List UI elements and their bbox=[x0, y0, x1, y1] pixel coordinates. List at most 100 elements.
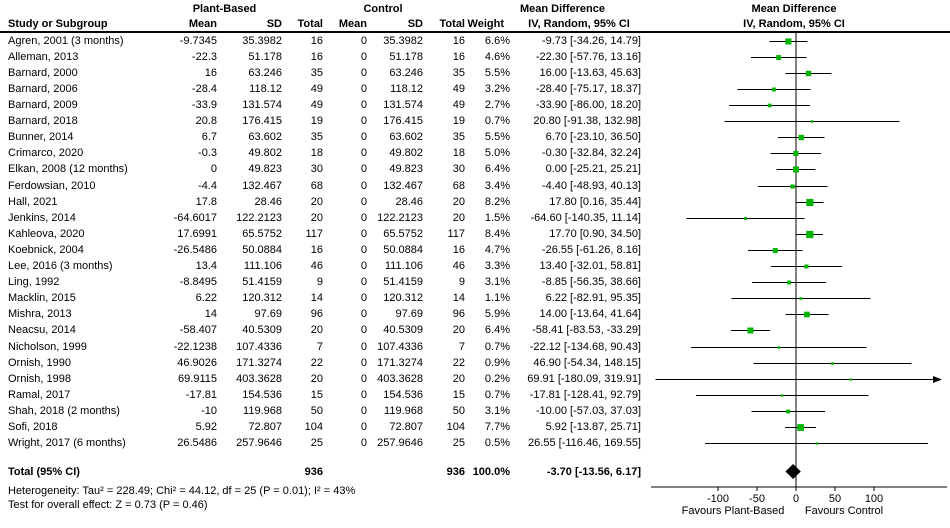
study-sd-e: 63.246 bbox=[248, 66, 282, 79]
study-row: Nicholson, 1999 -22.1238 107.4336 7 0 107.433… bbox=[0, 339, 648, 355]
study-ci-text: -8.85 [-56.35, 38.66] bbox=[541, 276, 641, 289]
overall-effect-test: Test for overall effect: Z = 0.73 (P = 0… bbox=[8, 499, 208, 511]
study-ci-text: -9.73 [-34.26, 14.79] bbox=[541, 34, 641, 47]
study-n-e: 22 bbox=[310, 356, 323, 369]
study-sd-e: 40.5309 bbox=[242, 324, 282, 337]
axis-tick-label: -100 bbox=[707, 493, 729, 505]
study-weight: 6.6% bbox=[484, 34, 510, 47]
study-row: Wright, 2017 (6 months) 26.5486 257.9646 25… bbox=[0, 435, 648, 451]
study-sd-e: 111.106 bbox=[243, 260, 282, 272]
forest-plot-panel: Mean Difference IV, Random, 95% CI -100-… bbox=[651, 3, 947, 517]
study-n-e: 35 bbox=[310, 131, 323, 144]
study-weight: 3.1% bbox=[484, 276, 510, 289]
header-weight: Weight bbox=[467, 18, 504, 30]
effect-marker bbox=[787, 280, 792, 285]
study-n-e: 20 bbox=[310, 324, 323, 337]
effect-marker bbox=[831, 362, 834, 365]
study-ci-text: 13.40 [-32.01, 58.81] bbox=[539, 260, 641, 272]
study-label: Lee, 2016 (3 months) bbox=[8, 260, 113, 272]
study-n-e: 46 bbox=[310, 260, 323, 272]
study-row: Barnard, 2018 20.8 176.415 19 0 176.415 19 0.7%… bbox=[0, 113, 648, 129]
effect-marker bbox=[793, 166, 799, 173]
study-label: Ramal, 2017 bbox=[8, 388, 71, 401]
header-study-or-subgroup: Study or Subgroup bbox=[8, 18, 108, 30]
study-mean-e: -17.81 bbox=[185, 388, 217, 401]
study-label: Macklin, 2015 bbox=[8, 292, 76, 305]
header-sd-plant-based: SD bbox=[266, 18, 282, 30]
study-weight: 6.4% bbox=[484, 163, 510, 176]
study-mean-c: 0 bbox=[360, 115, 367, 128]
study-sd-c: 131.574 bbox=[383, 99, 423, 111]
study-mean-e: 16 bbox=[204, 66, 217, 79]
study-n-e: 30 bbox=[310, 163, 323, 176]
study-sd-c: 49.802 bbox=[389, 147, 423, 160]
study-sd-c: 51.4159 bbox=[383, 276, 423, 289]
study-weight: 1.1% bbox=[484, 292, 510, 305]
group-header-mean-difference: Mean Difference bbox=[520, 3, 605, 15]
effect-marker bbox=[777, 346, 780, 349]
study-sd-c: 35.3982 bbox=[383, 34, 423, 47]
study-weight: 7.7% bbox=[484, 421, 510, 433]
study-ci-text: -17.81 [-128.41, 92.79] bbox=[529, 388, 641, 401]
study-mean-e: 17.6991 bbox=[177, 227, 217, 240]
study-weight: 3.2% bbox=[484, 82, 510, 95]
study-sd-c: 120.312 bbox=[383, 292, 423, 305]
study-sd-c: 50.0884 bbox=[383, 243, 423, 256]
study-label: Shah, 2018 (2 months) bbox=[8, 404, 120, 417]
study-weight: 4.6% bbox=[484, 50, 510, 63]
study-row: Elkan, 2008 (12 months) 0 49.823 30 0 49.823 3… bbox=[0, 161, 648, 177]
study-n-c: 19 bbox=[452, 115, 465, 128]
study-n-c: 35 bbox=[452, 66, 465, 79]
study-mean-e: 46.9026 bbox=[177, 356, 217, 369]
study-mean-c: 0 bbox=[360, 50, 367, 63]
study-n-c: 96 bbox=[452, 308, 465, 321]
study-sd-e: 131.574 bbox=[242, 99, 282, 111]
effect-marker bbox=[793, 150, 799, 157]
study-n-e: 18 bbox=[310, 147, 323, 160]
study-mean-c: 0 bbox=[360, 421, 367, 433]
study-sd-e: 35.3982 bbox=[242, 34, 282, 47]
study-row: Barnard, 2000 16 63.246 35 0 63.246 35 5.5% 16.0… bbox=[0, 65, 648, 81]
study-row: Crimarco, 2020 -0.3 49.802 18 0 49.802 18 5.0% -… bbox=[0, 145, 648, 161]
study-sd-e: 118.12 bbox=[249, 82, 282, 95]
study-sd-e: 49.802 bbox=[248, 147, 282, 160]
study-weight: 2.7% bbox=[484, 99, 510, 111]
study-n-c: 25 bbox=[452, 437, 465, 450]
study-mean-c: 0 bbox=[360, 340, 367, 353]
study-ci-text: 16.00 [-13.63, 45.63] bbox=[539, 66, 641, 79]
study-mean-c: 0 bbox=[360, 276, 367, 289]
ci-right-arrow bbox=[933, 376, 942, 383]
study-ci-text: 6.70 [-23.10, 36.50] bbox=[545, 131, 641, 144]
study-row: Koebnick, 2004 -26.5486 50.0884 16 0 50.0884 1… bbox=[0, 242, 648, 258]
study-row: Barnard, 2006 -28.4 118.12 49 0 118.12 49 3.2% -… bbox=[0, 81, 648, 97]
study-ci-text: -28.40 [-75.17, 18.37] bbox=[535, 82, 641, 95]
study-sd-c: 49.823 bbox=[389, 163, 423, 176]
study-n-c: 9 bbox=[458, 276, 465, 289]
study-mean-c: 0 bbox=[360, 131, 367, 144]
study-mean-c: 0 bbox=[360, 227, 367, 240]
study-weight: 0.9% bbox=[484, 356, 510, 369]
header-total-control: Total bbox=[439, 18, 465, 30]
study-mean-c: 0 bbox=[360, 99, 367, 111]
study-sd-e: 51.178 bbox=[248, 50, 282, 63]
study-ci-text: 20.80 [-91.38, 132.98] bbox=[533, 115, 641, 128]
study-n-e: 20 bbox=[310, 211, 323, 224]
header-separator-line bbox=[0, 31, 950, 33]
study-n-e: 19 bbox=[310, 115, 323, 128]
study-weight: 3.3% bbox=[484, 260, 510, 272]
study-weight: 3.4% bbox=[484, 179, 510, 192]
study-label: Ferdowsian, 2010 bbox=[8, 179, 96, 192]
study-sd-c: 40.5309 bbox=[383, 324, 423, 337]
study-row: Macklin, 2015 6.22 120.312 14 0 120.312 14 1.1%… bbox=[0, 290, 648, 306]
study-mean-e: 69.9115 bbox=[178, 372, 217, 385]
study-label: Wright, 2017 (6 months) bbox=[8, 437, 126, 450]
effect-marker bbox=[806, 230, 814, 239]
study-mean-c: 0 bbox=[360, 404, 367, 417]
study-n-e: 49 bbox=[310, 82, 323, 95]
study-mean-c: 0 bbox=[360, 388, 367, 401]
study-ci-text: 14.00 [-13.64, 41.64] bbox=[539, 308, 641, 321]
study-n-c: 16 bbox=[452, 34, 465, 47]
study-n-c: 35 bbox=[452, 131, 465, 144]
study-mean-c: 0 bbox=[360, 292, 367, 305]
study-sd-e: 72.807 bbox=[248, 421, 282, 433]
